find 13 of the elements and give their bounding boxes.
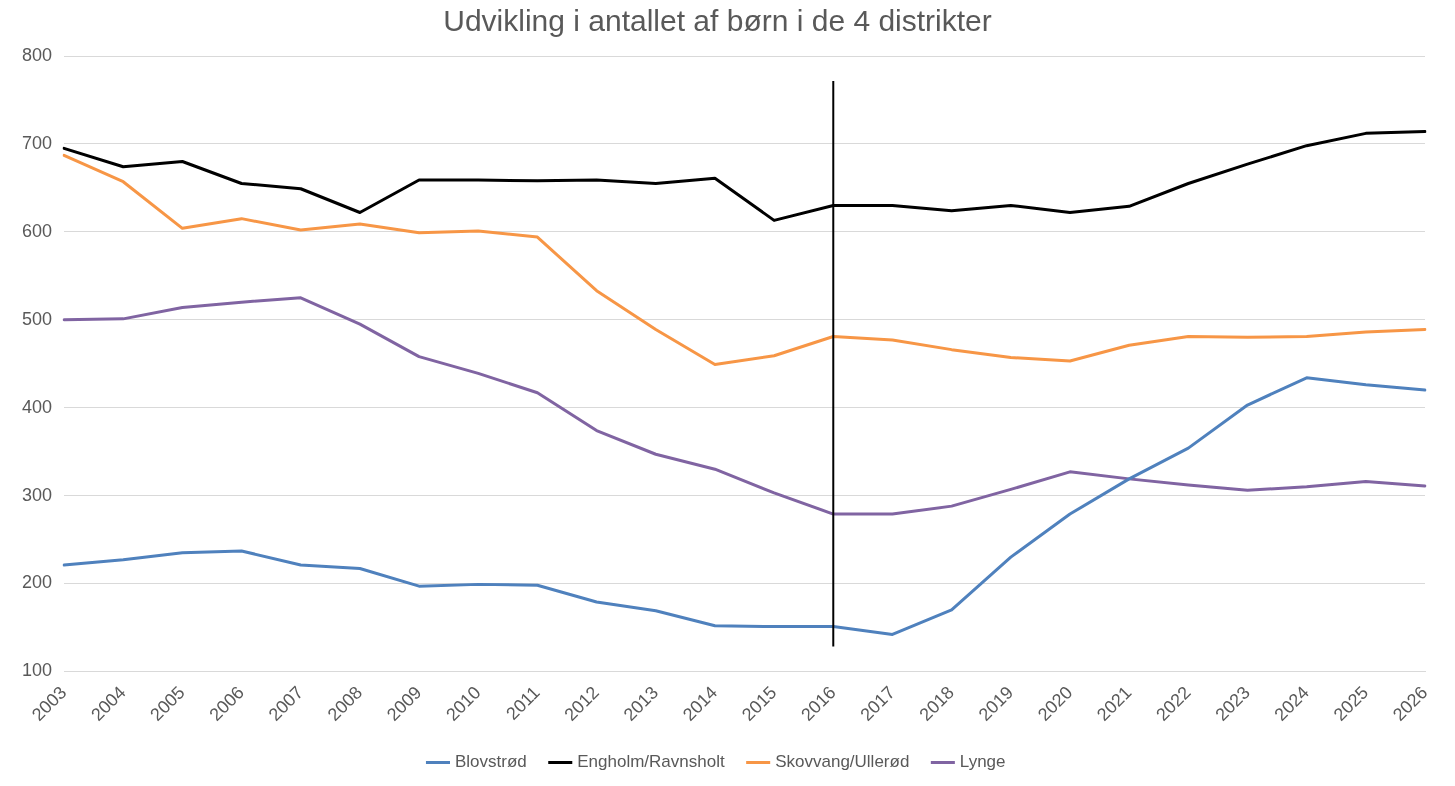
chart-title: Udvikling i antallet af børn i de 4 distrikter	[443, 4, 992, 38]
legend-label: Engholm/Ravnsholt	[577, 752, 725, 772]
y-tick-label: 100	[21, 660, 53, 681]
y-tick-label: 400	[21, 396, 53, 417]
y-tick-label: 200	[21, 572, 53, 593]
y-tick-label: 600	[21, 220, 53, 241]
legend-label: Lynge	[959, 752, 1006, 772]
legend-label: Skovvang/Ullerød	[775, 752, 910, 772]
y-tick-label: 700	[21, 132, 53, 153]
legend-label: Blovstrød	[454, 752, 527, 772]
y-tick-label: 300	[21, 484, 53, 505]
y-tick-label: 800	[21, 44, 53, 65]
y-tick-label: 500	[21, 308, 53, 329]
